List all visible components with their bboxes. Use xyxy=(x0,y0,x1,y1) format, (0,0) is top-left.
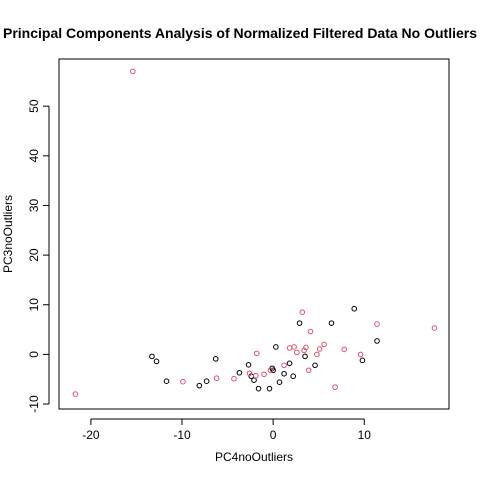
data-point-series-2 xyxy=(246,370,253,377)
data-point-series-1 xyxy=(245,362,252,368)
y-tick-label: 30 xyxy=(27,198,41,212)
y-tick-label: 50 xyxy=(27,99,41,113)
data-point-series-2 xyxy=(316,346,323,352)
x-tick-label: 10 xyxy=(358,428,372,442)
data-point-series-1 xyxy=(296,320,303,326)
y-tick-label: 20 xyxy=(27,248,41,262)
x-axis: -20 -10 0 10 xyxy=(82,418,372,442)
data-point-series-2 xyxy=(341,346,348,353)
x-tick-label: 0 xyxy=(270,428,277,442)
data-point-series-1 xyxy=(251,377,257,384)
y-tick-label: 40 xyxy=(27,149,41,163)
data-point-series-1 xyxy=(328,320,335,326)
data-point-series-2 xyxy=(374,321,380,327)
data-point-series-1 xyxy=(351,305,358,312)
data-point-series-2 xyxy=(431,325,438,331)
y-axis-label: PC3noOutliers xyxy=(1,195,15,273)
data-point-series-1 xyxy=(281,370,287,377)
data-point-series-1 xyxy=(149,353,155,360)
data-point-series-1 xyxy=(255,385,262,392)
data-point-series-1 xyxy=(290,373,296,380)
y-axis: -10 0 10 20 30 40 50 xyxy=(27,99,50,413)
data-point-series-1 xyxy=(212,356,219,362)
data-point-series-1 xyxy=(153,358,160,365)
data-point-series-1 xyxy=(312,362,318,369)
data-point-series-2 xyxy=(321,341,327,348)
data-point-series-2 xyxy=(357,351,364,358)
data-point-series-1 xyxy=(196,382,203,389)
data-point-series-2 xyxy=(231,375,237,382)
data-point-series-2 xyxy=(305,367,312,374)
data-point-series-1 xyxy=(163,378,170,384)
data-point-series-2 xyxy=(130,68,136,75)
data-point-series-2 xyxy=(286,345,293,351)
data-point-series-2 xyxy=(294,349,300,356)
data-point-series-2 xyxy=(299,309,306,315)
data-point-series-1 xyxy=(266,385,273,392)
data-point-series-2 xyxy=(303,344,309,351)
data-point-series-1 xyxy=(203,378,210,384)
data-point-series-1 xyxy=(286,360,293,367)
plot-frame xyxy=(58,58,450,410)
data-point-series-1 xyxy=(270,367,276,374)
y-tick-label: -10 xyxy=(27,395,41,413)
data-point-series-2 xyxy=(307,328,314,335)
x-tick-label: -20 xyxy=(82,428,100,442)
y-tick-label: 0 xyxy=(27,351,41,358)
data-point-series-2 xyxy=(72,391,79,397)
data-point-series-2 xyxy=(253,372,259,379)
data-point-series-1 xyxy=(236,369,243,376)
data-point-series-2 xyxy=(267,367,274,374)
x-tick-label: -10 xyxy=(173,428,191,442)
data-point-series-1 xyxy=(276,379,283,385)
data-point-series-2 xyxy=(314,351,320,358)
data-point-series-2 xyxy=(253,350,260,357)
data-point-series-1 xyxy=(302,353,308,360)
data-point-series-2 xyxy=(281,362,287,369)
data-points xyxy=(72,68,438,397)
y-tick-label: 10 xyxy=(27,298,41,312)
data-point-series-2 xyxy=(261,371,267,378)
data-point-series-1 xyxy=(374,338,380,344)
data-point-series-2 xyxy=(332,384,338,390)
x-axis-label: PC4noOutliers xyxy=(215,450,293,464)
data-point-series-1 xyxy=(359,357,366,364)
chart-title: Principal Components Analysis of Normali… xyxy=(3,25,477,41)
data-point-series-2 xyxy=(180,378,186,385)
data-point-series-2 xyxy=(213,375,220,382)
data-point-series-2 xyxy=(291,344,297,350)
data-point-series-1 xyxy=(273,344,279,350)
